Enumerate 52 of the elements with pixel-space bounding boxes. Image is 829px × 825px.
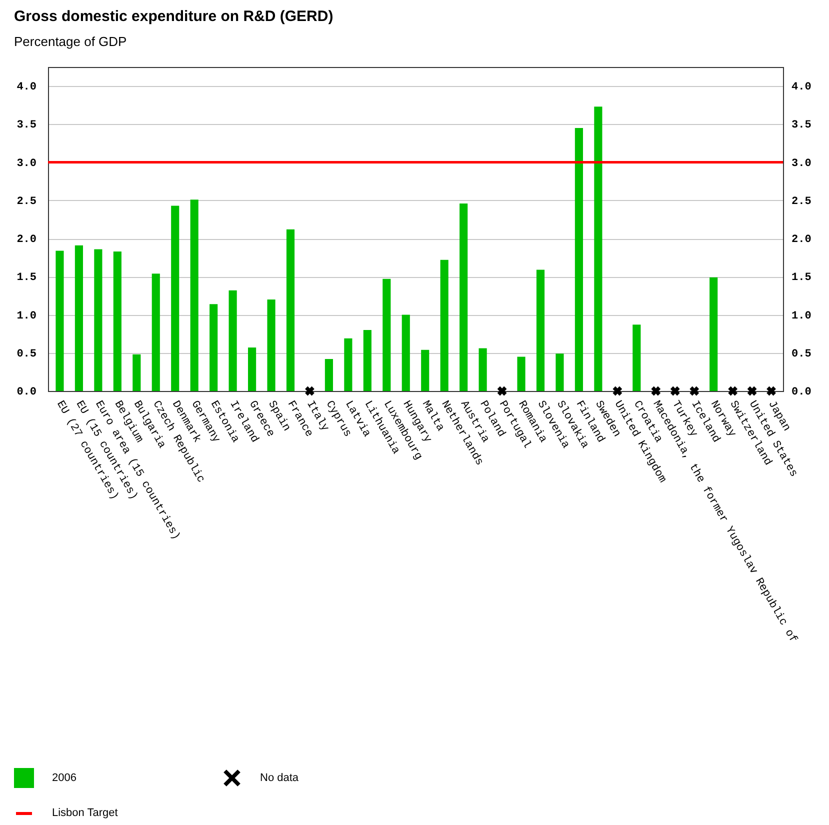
bar (56, 250, 64, 391)
chart-subtitle: Percentage of GDP (14, 34, 127, 49)
bar (363, 330, 372, 391)
y2-tick-label: 2.5 (792, 196, 812, 208)
y-tick-label: 1.5 (16, 272, 37, 284)
y-tick-label: 2.0 (16, 234, 36, 246)
bar (190, 200, 198, 391)
bar (460, 203, 468, 391)
bar (171, 206, 180, 391)
legend-label: Lisbon Target (52, 806, 118, 820)
bar (421, 350, 430, 391)
bar (574, 128, 583, 391)
bar (344, 338, 352, 391)
legend-label: 2006 (52, 771, 76, 785)
bar (132, 354, 141, 391)
bar (478, 348, 487, 391)
y-tick-label: 1.0 (16, 310, 36, 322)
bar (286, 229, 295, 391)
bar (556, 354, 564, 391)
bar (210, 304, 218, 391)
bar (402, 314, 410, 391)
y-tick-label: 0.0 (16, 386, 36, 398)
bar (517, 356, 526, 391)
y2-tick-label: 3.0 (792, 158, 812, 170)
y2-tick-label: 2.0 (792, 234, 812, 246)
y2-tick-label: 0.5 (792, 348, 812, 360)
bar (440, 260, 448, 391)
chart-title: Gross domestic expenditure on R&D (GERD) (14, 8, 334, 25)
y2-tick-label: 0.0 (792, 386, 812, 398)
bar (228, 290, 237, 391)
bar (536, 270, 545, 391)
bar (594, 106, 602, 391)
bar (632, 324, 641, 391)
y2-tick-label: 1.0 (792, 310, 812, 322)
bar (152, 274, 160, 391)
bar (74, 245, 83, 391)
bar (382, 278, 391, 391)
bar (94, 249, 102, 391)
bar (267, 300, 276, 391)
bar (324, 358, 333, 391)
y-tick-label: 3.0 (16, 158, 36, 170)
y-tick-label: 2.5 (16, 196, 37, 208)
y-tick-label: 0.5 (16, 348, 37, 360)
bar (248, 348, 256, 391)
legend-label: No data (260, 771, 299, 785)
y-tick-label: 4.0 (16, 82, 36, 94)
y2-tick-label: 3.5 (792, 120, 812, 132)
y-tick-label: 3.5 (16, 120, 37, 132)
bar (113, 251, 122, 391)
y2-tick-label: 1.5 (792, 272, 812, 284)
y2-tick-label: 4.0 (792, 82, 812, 94)
bar (710, 277, 718, 391)
